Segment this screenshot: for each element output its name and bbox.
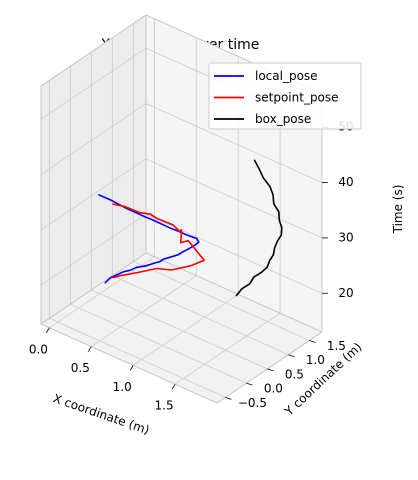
y-tick-label: 1.0 [306,353,325,367]
x-tick-label: 1.5 [155,399,174,413]
x-grid-line [49,256,155,329]
axis-panes [39,14,324,404]
y-tick-label: 0.0 [264,382,283,396]
series-line-local-pose [98,194,200,284]
z-grid-line [40,103,147,175]
y-tick-mark [246,382,253,386]
z-grid-line [145,158,323,239]
y-grid-line [49,317,226,398]
pane-edge [40,252,147,325]
z-grid-line [40,158,147,231]
series-layer [98,159,283,297]
legend: local_pose setpoint_pose box_pose [208,62,362,130]
z-grid-line [40,213,147,286]
z-grid-line [40,47,147,120]
legend-label-box-pose: box_pose [255,112,311,126]
z-grid-line [145,103,323,183]
x-axis-label: X coordinate (m) [51,391,151,437]
x-tick-mark [129,365,134,371]
pane-edge [145,252,323,333]
pane-edge [216,331,323,404]
z-tick-label: 20 [338,286,353,300]
x-grid-line [174,312,281,385]
y-tick-mark [288,354,295,358]
y-grid-line [133,261,310,341]
pane-edge [40,323,218,404]
gridlines [40,18,323,398]
y-tick-label: −0.5 [238,396,267,410]
y-grid-line [70,303,247,384]
y-tick-mark [309,340,316,343]
y-tick-label: 1.5 [327,339,346,353]
series-line-box-pose [235,159,283,297]
x-grid-line [132,294,239,366]
x-grid-line [91,275,197,347]
y-grid-line [112,275,289,356]
z-tick-label: 40 [338,175,353,189]
x-tick-label: 0.5 [71,361,90,375]
tick-labels: 0.00.51.01.5−0.50.00.51.01.520304050 [29,120,354,413]
x-tick-mark [87,346,92,352]
x-tick-mark [171,383,176,390]
y-grid-line [91,289,268,370]
pane-edge [40,14,147,87]
z-axis-label: Time (s) [391,185,405,235]
x-tick-label: 0.0 [29,342,48,356]
series-line-setpoint-pose [112,203,205,279]
y-tick-mark [267,368,274,372]
y-tick-label: 0.5 [285,367,304,381]
legend-frame [208,62,362,130]
legend-label-local-pose: local_pose [255,69,318,83]
legend-label-setpoint-pose: setpoint_pose [255,91,339,105]
x-tick-label: 1.0 [113,380,132,394]
x-tick-mark [46,327,50,333]
y-tick-mark [225,396,232,400]
z-tick-label: 30 [338,230,353,244]
